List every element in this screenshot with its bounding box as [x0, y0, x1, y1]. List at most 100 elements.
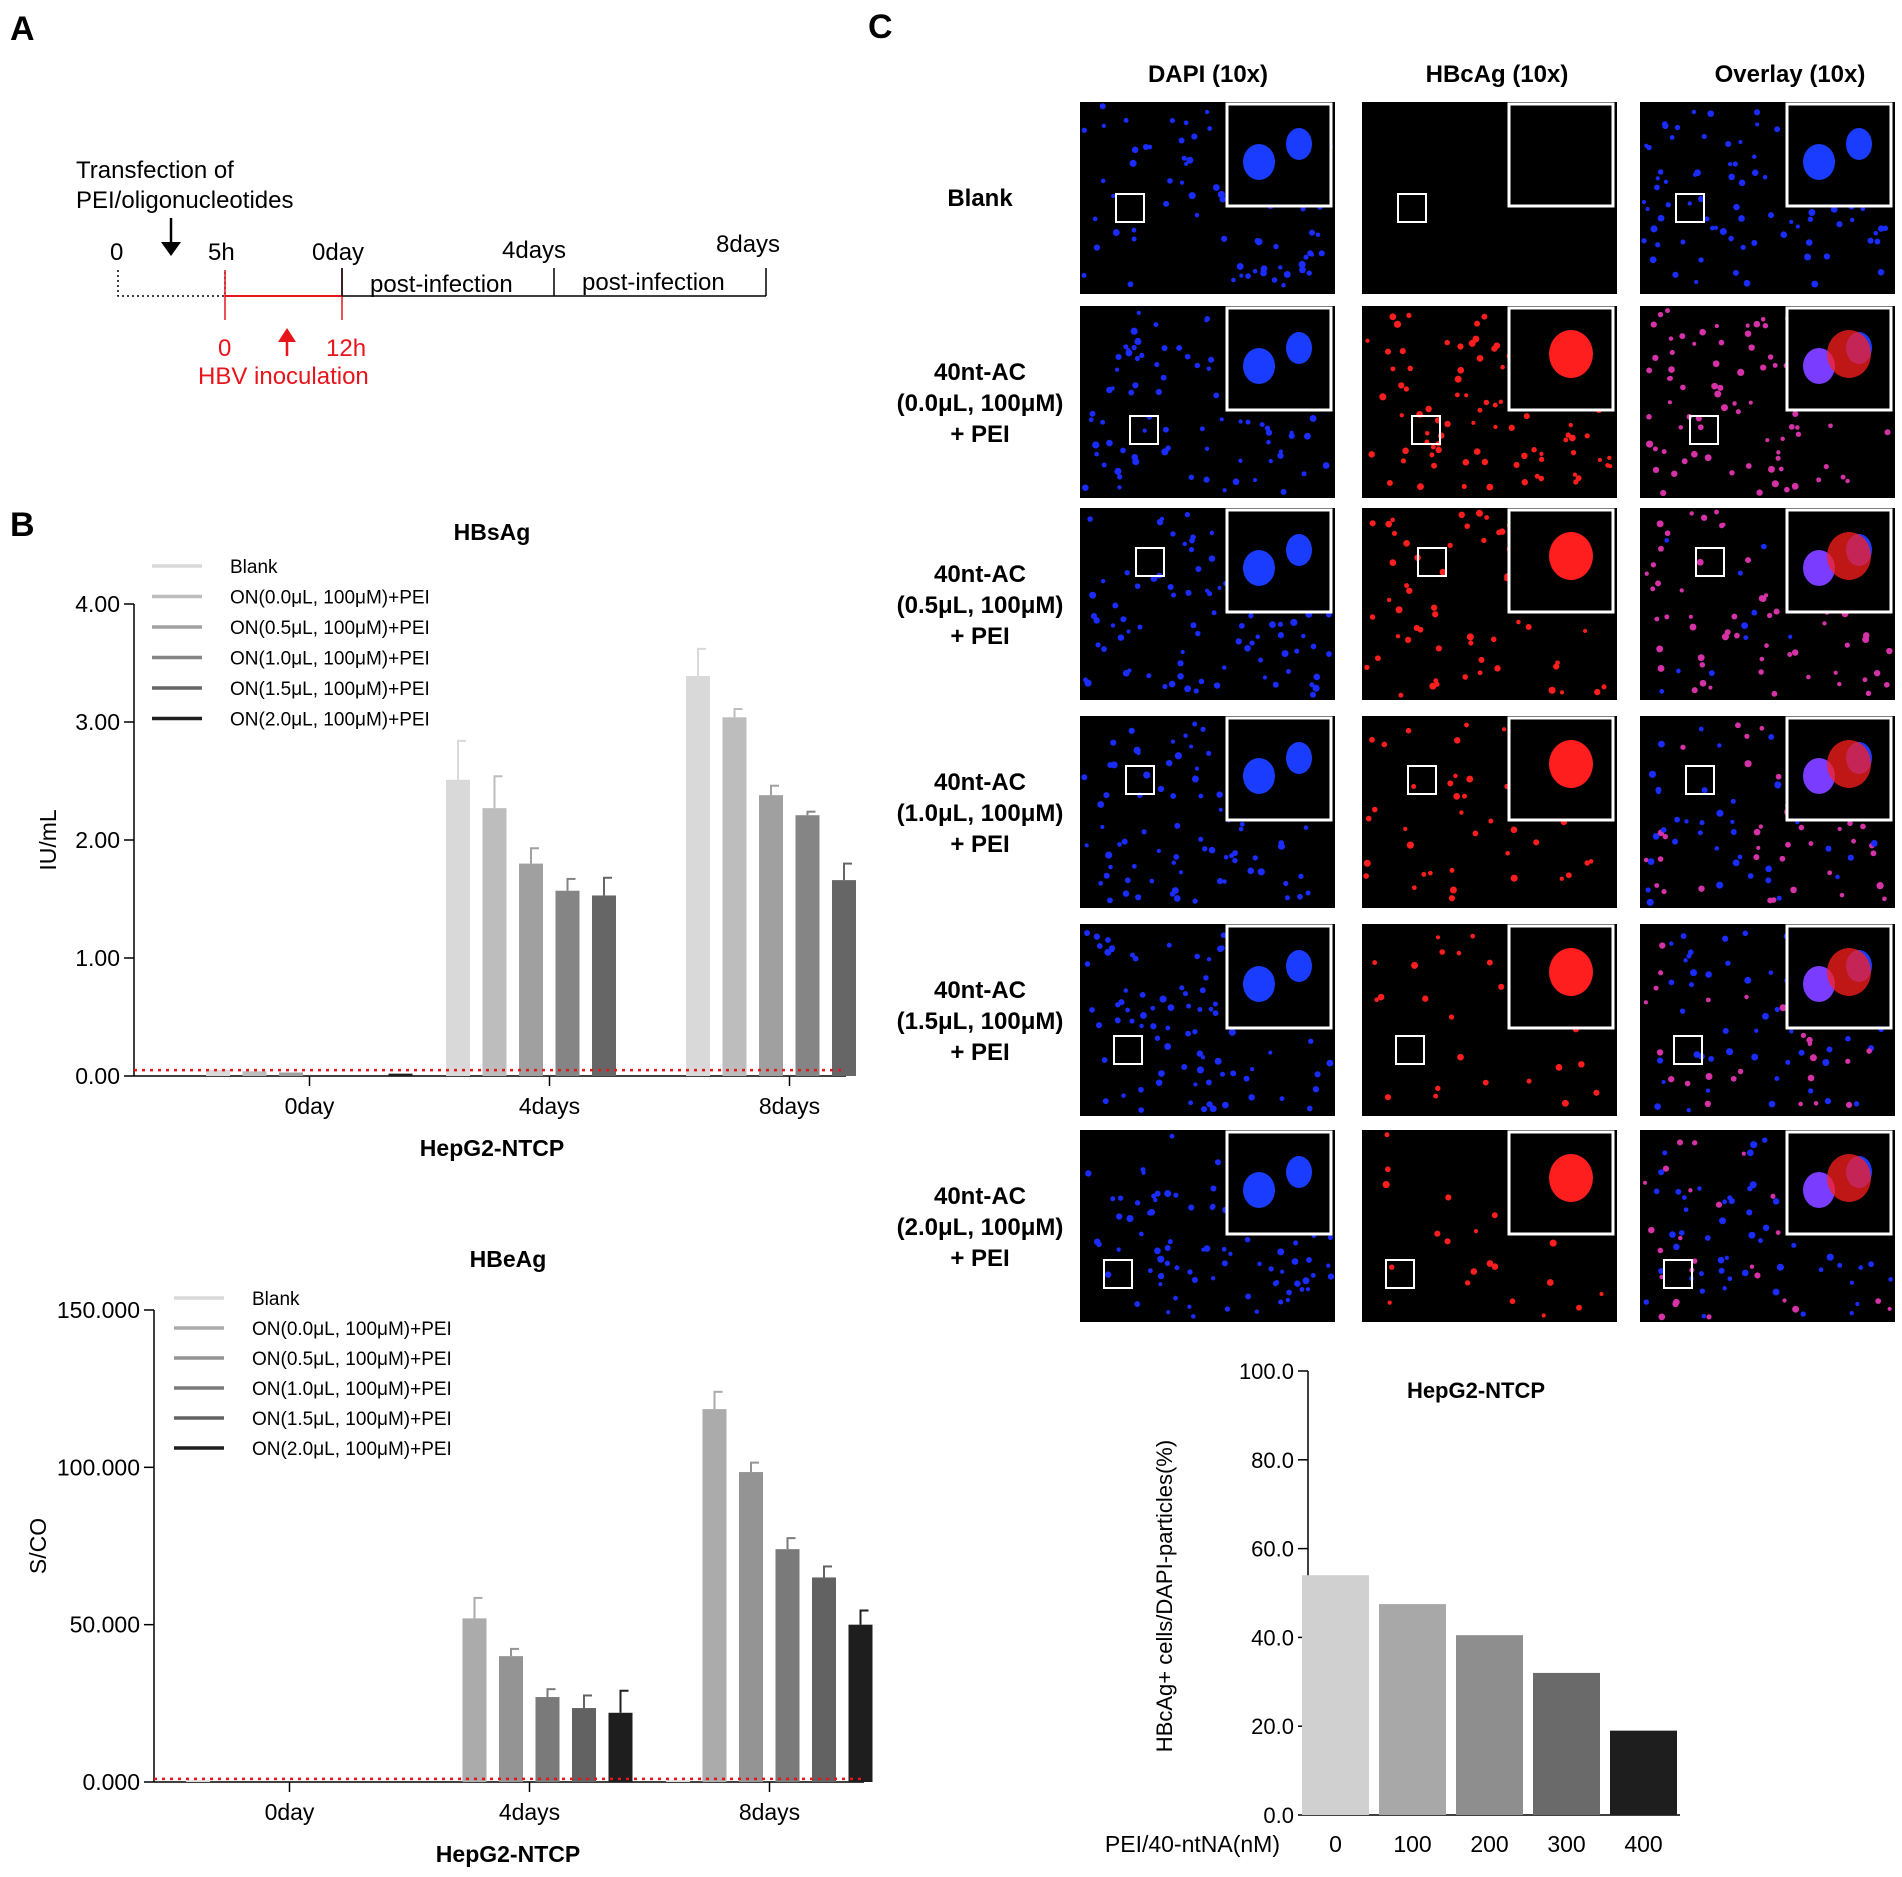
dapi-nucleus	[1128, 389, 1135, 396]
hbcag-signal	[1453, 773, 1458, 779]
legend-label: ON(2.0μL, 100μM)+PEI	[252, 1439, 452, 1460]
overlay-cell	[1679, 588, 1684, 593]
overlay-cell	[1704, 1100, 1711, 1108]
overlay-cell	[1661, 449, 1667, 455]
overlay-cell	[1699, 662, 1706, 668]
hbcag-signal	[1464, 523, 1470, 529]
overlay-cell	[1748, 344, 1755, 351]
hbcag-signal	[1576, 1304, 1582, 1311]
dapi-nucleus	[1212, 1010, 1219, 1016]
overlay-cell	[1768, 1100, 1776, 1108]
hbcag-signal	[1454, 737, 1461, 744]
overlay-cell	[1679, 333, 1686, 340]
dapi-nucleus	[1312, 1086, 1320, 1093]
dapi-nucleus	[1201, 1106, 1208, 1113]
dapi-nucleus	[1117, 485, 1122, 490]
bar	[462, 1618, 487, 1782]
overlay-cell	[1684, 1080, 1691, 1087]
hbcag-signal	[1457, 1053, 1464, 1061]
dapi-nucleus	[1196, 1066, 1205, 1074]
overlay-cell	[1830, 206, 1838, 213]
selection-box	[1385, 1259, 1415, 1289]
dapi-nucleus	[1170, 793, 1177, 799]
dapi-nucleus	[1208, 1006, 1214, 1012]
y-axis-title: IU/mL	[35, 809, 61, 871]
overlay-cell	[1667, 400, 1672, 405]
overlay-cell	[1774, 126, 1781, 133]
dapi-nucleus	[1191, 1276, 1198, 1283]
hbcag-percentage-chart: 0.0 20.0 40.0 60.0 80.0 100.0 HepG2-NTCP HBcAg+…	[1105, 1359, 1680, 1857]
legend-label: Blank	[230, 557, 278, 578]
dapi-nucleus	[1161, 448, 1169, 456]
overlay-cell	[1652, 466, 1660, 474]
overlay-cell	[1744, 330, 1752, 338]
overlay-cell	[1767, 897, 1774, 904]
dapi-nucleus	[1184, 161, 1189, 166]
overlay-cell	[1853, 1101, 1860, 1107]
dapi-nucleus	[1294, 648, 1300, 654]
hbcag-signal	[1430, 444, 1436, 450]
dapi-nucleus	[1217, 190, 1225, 199]
overlay-cell	[1849, 1280, 1854, 1285]
dapi-nucleus	[1259, 422, 1265, 427]
overlay-cell	[1738, 179, 1746, 187]
dapi-nucleus	[1245, 1293, 1252, 1300]
overlay-cell	[1760, 316, 1766, 322]
hbcag-signal	[1477, 407, 1483, 413]
dapi-nucleus	[1167, 1239, 1173, 1245]
inset-nucleus	[1803, 144, 1835, 180]
overlay-cell	[1877, 268, 1885, 276]
inset-nucleus	[1243, 348, 1275, 384]
selection-box	[1685, 765, 1715, 795]
dapi-nucleus	[1157, 785, 1165, 793]
overlay-cell	[1641, 199, 1647, 205]
overlay-cell	[1693, 1051, 1701, 1058]
overlay-cell	[1768, 734, 1775, 740]
overlay-cell	[1765, 865, 1772, 873]
inoculation-zero: 0	[218, 335, 231, 362]
hbcag-signal	[1434, 1230, 1441, 1237]
overlay-cell	[1738, 215, 1745, 222]
hbcag-signal	[1578, 1061, 1585, 1068]
overlay-cell	[1847, 820, 1853, 827]
hbcag-signal	[1399, 413, 1404, 418]
dapi-nucleus	[1173, 895, 1181, 902]
hbcag-signal	[1448, 895, 1455, 902]
hbcag-signal	[1573, 479, 1579, 485]
inset-hbcag	[1549, 330, 1593, 378]
overlay-cell	[1719, 1217, 1726, 1225]
dapi-nucleus	[1098, 880, 1103, 886]
dapi-nucleus	[1127, 668, 1132, 673]
overlay-cell	[1697, 654, 1705, 662]
overlay-cell	[1705, 997, 1711, 1003]
overlay-cell	[1698, 257, 1704, 263]
row-label: + PEI	[950, 831, 1009, 858]
overlay-cell	[1774, 1006, 1780, 1013]
hbcag-signal	[1382, 1181, 1390, 1189]
overlay-cell	[1788, 424, 1795, 430]
dapi-nucleus	[1200, 726, 1206, 732]
overlay-cell	[1827, 870, 1833, 876]
dapi-nucleus	[1198, 678, 1205, 685]
bar	[446, 779, 470, 1076]
overlay-cell	[1643, 857, 1649, 863]
dapi-nucleus	[1159, 995, 1167, 1003]
overlay-cell	[1774, 1076, 1780, 1081]
overlay-cell	[1680, 384, 1686, 391]
overlay-cell	[1760, 364, 1767, 371]
overlay-cell	[1657, 665, 1665, 672]
overlay-cell	[1730, 1075, 1737, 1082]
overlay-cell	[1659, 1274, 1664, 1280]
dapi-nucleus	[1163, 426, 1169, 433]
overlay-cell	[1667, 375, 1673, 381]
overlay-cell	[1665, 202, 1671, 208]
inset-nucleus	[1803, 1172, 1835, 1208]
overlay-cell	[1712, 360, 1720, 368]
overlay-cell	[1779, 855, 1786, 862]
overlay-cell	[1727, 1195, 1733, 1201]
overlay-cell	[1806, 1036, 1813, 1044]
hbcag-signal	[1425, 430, 1430, 436]
overlay-cell	[1742, 930, 1749, 937]
overlay-cell	[1682, 1195, 1687, 1200]
dapi-nucleus	[1249, 640, 1255, 646]
